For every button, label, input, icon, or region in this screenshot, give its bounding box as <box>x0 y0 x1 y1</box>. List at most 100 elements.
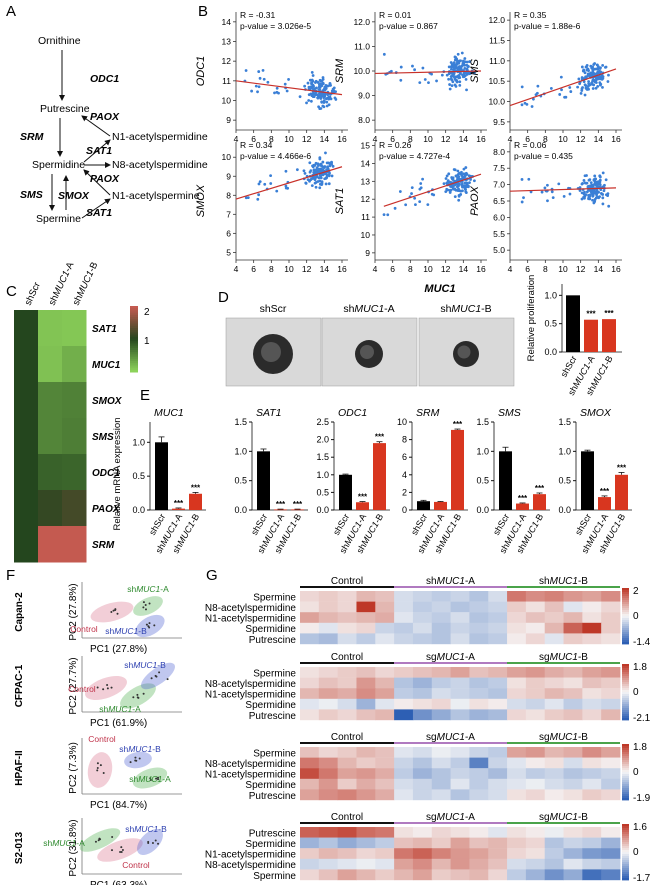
heatmap-cell <box>450 789 470 801</box>
scatter-point <box>520 200 524 204</box>
heatmap-cell <box>337 848 357 859</box>
scatter-point <box>449 61 453 64</box>
scale-step <box>622 878 629 881</box>
heatmap-cell <box>300 778 320 790</box>
heatmap-cell <box>38 382 63 419</box>
heatmap-cell <box>356 789 376 801</box>
heatmap-cell <box>525 667 546 678</box>
scatter-point <box>320 79 324 83</box>
heatmap-cell <box>375 778 395 790</box>
y-tick-label: 10.0 <box>353 66 370 76</box>
heatmap-cell <box>450 667 470 678</box>
y-tick-label: 8.0 <box>493 147 505 157</box>
pca-capan-2: Capan-2 PC2 (27.8%) PC1 (27.8%) Control shMU… <box>14 582 182 655</box>
pca-point <box>155 777 158 780</box>
chart-title: SRM <box>416 407 440 419</box>
scale-step <box>622 764 629 767</box>
pca-point <box>144 604 147 607</box>
scatter-point <box>601 196 605 200</box>
heatmap-cell <box>488 837 508 849</box>
heatmap-cell <box>318 601 339 613</box>
heatmap-cell <box>488 858 508 870</box>
scatter-point <box>457 175 461 179</box>
scatter-point <box>468 60 472 63</box>
scatter-point <box>457 194 461 198</box>
y-tick-label: 9 <box>226 171 231 181</box>
scatter-point <box>244 196 248 200</box>
bar <box>615 474 628 510</box>
y-tick-label: 0.5 <box>234 476 247 486</box>
scatter-point <box>327 182 331 186</box>
scatter-point <box>452 75 456 79</box>
heatmap-cell <box>318 757 339 769</box>
heatmap-cell <box>412 633 433 645</box>
heatmap-cell <box>507 698 527 710</box>
legend-step <box>130 367 138 371</box>
scatter-point <box>601 76 605 80</box>
scatter-point <box>457 198 461 202</box>
heatmap-cell <box>601 633 621 645</box>
x-tick-label: 14 <box>594 264 604 274</box>
heatmap-cell <box>412 688 433 699</box>
heatmap-cell <box>525 688 546 699</box>
bar <box>172 508 185 510</box>
x-tick-label: 6 <box>390 264 395 274</box>
scale-step <box>622 836 629 839</box>
heatmap-cell <box>601 622 621 634</box>
heatmap-cell <box>450 848 470 859</box>
y-tick-label: 5.5 <box>493 229 505 239</box>
y-tick-label: 10 <box>397 417 407 427</box>
scale-step <box>622 610 629 613</box>
heatmap-cell <box>563 633 583 645</box>
scatter-point <box>284 169 288 173</box>
legend-step <box>130 336 138 340</box>
group-ellipse <box>137 829 163 855</box>
y-tick-label: 8 <box>226 190 231 200</box>
heatmap-cell <box>544 677 564 689</box>
heatmap-cell <box>375 688 395 699</box>
heatmap-cell <box>318 612 339 623</box>
heatmap-cell <box>507 709 527 721</box>
bar-chart-sat1: SAT10.00.51.01.5shScr***shMUC1-A***shMUC… <box>234 407 308 555</box>
y-tick-label: 7 <box>226 209 231 219</box>
heatmap-cell <box>318 591 339 602</box>
y-tick-label: 11.5 <box>489 35 505 45</box>
x-tick-label: 10 <box>558 264 568 274</box>
scale-step <box>622 854 629 857</box>
group-bar <box>394 586 507 588</box>
scatter-point <box>399 78 403 82</box>
scatter-point <box>317 93 321 97</box>
heatmap-cell <box>450 858 470 870</box>
heatmap-cell <box>14 382 39 419</box>
pca-point <box>121 848 124 851</box>
scatter-point <box>465 181 469 185</box>
scatter-point <box>447 65 451 69</box>
pca-point <box>138 757 141 760</box>
scatter-point <box>315 93 319 97</box>
group-label: shMUC1-A <box>99 704 141 714</box>
scatter-point <box>321 104 325 108</box>
heatmap-cell <box>488 591 508 602</box>
scale-step <box>622 826 629 829</box>
scatter-point <box>266 80 270 84</box>
scatter-point <box>559 75 563 79</box>
scatter-point <box>536 84 540 88</box>
heatmap-cell <box>375 789 395 801</box>
scatter-point <box>455 79 459 82</box>
pca-point <box>157 776 160 779</box>
heatmap-cell <box>544 858 564 870</box>
heatmap-cell <box>394 837 414 849</box>
scatter-point <box>262 77 266 81</box>
scale-mid: 0 <box>633 611 639 622</box>
heatmap-cell <box>337 709 357 721</box>
y-tick-label: 12.0 <box>488 15 505 25</box>
pca-point <box>147 625 150 628</box>
pca-point <box>150 677 153 680</box>
heatmap-cell <box>318 858 339 870</box>
heatmap-cell <box>563 757 583 769</box>
scatter-point <box>598 174 602 178</box>
legend-step <box>130 352 138 355</box>
heatmap-cell <box>469 667 489 678</box>
scatter-point <box>303 171 307 175</box>
